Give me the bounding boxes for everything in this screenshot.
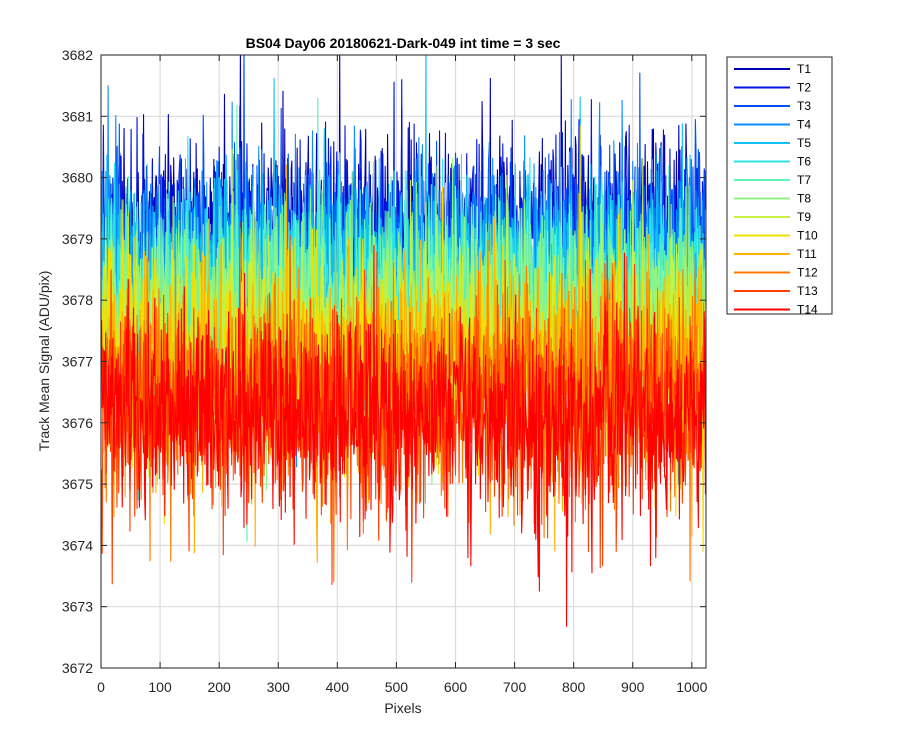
series-line-t4 — [101, 85, 706, 475]
x-tick-label: 800 — [562, 679, 586, 695]
x-tick-labels: 0 100 200 300 400 500 600 700 800 900 1000 — [97, 679, 707, 695]
legend: T1 T2 T3 T4 T5 T6 T7 T8 T9 T10 T11 T12 T13 T14 — [726, 56, 833, 317]
y-tick-label: 3678 — [62, 292, 93, 308]
y-tick-label: 3673 — [62, 599, 93, 615]
legend-label-t2: T2 — [797, 81, 811, 95]
y-tick-label: 3677 — [62, 354, 93, 370]
chart-title: BS04 Day06 20180621-Dark-049 int time = … — [246, 35, 561, 51]
y-tick-label: 3681 — [62, 108, 93, 124]
x-tick-label: 600 — [444, 679, 468, 695]
x-tick-label: 300 — [267, 679, 291, 695]
legend-label-t14: T14 — [797, 303, 818, 317]
legend-label-t9: T9 — [797, 210, 811, 224]
x-tick-label: 1000 — [676, 679, 707, 695]
legend-label-t3: T3 — [797, 99, 811, 113]
y-tick-label: 3682 — [62, 47, 93, 63]
legend-label-t13: T13 — [797, 284, 818, 298]
legend-label-t6: T6 — [797, 155, 811, 169]
x-tick-label: 900 — [621, 679, 645, 695]
legend-box — [726, 56, 833, 315]
y-tick-label: 3679 — [62, 231, 93, 247]
legend-label-t4: T4 — [797, 118, 811, 132]
legend-label-t7: T7 — [797, 173, 811, 187]
y-tick-label: 3674 — [62, 537, 93, 553]
ticks — [100, 54, 706, 669]
x-tick-label: 700 — [503, 679, 527, 695]
x-tick-label: 400 — [326, 679, 350, 695]
y-tick-label: 3672 — [62, 660, 93, 676]
y-tick-label: 3680 — [62, 170, 93, 186]
series-group — [101, 55, 706, 627]
y-tick-labels: 3672 3673 3674 3675 3676 3677 3678 3679 3680 3681… — [62, 47, 93, 676]
y-tick-label: 3676 — [62, 415, 93, 431]
x-tick-label: 200 — [207, 679, 231, 695]
legend-label-t11: T11 — [797, 247, 817, 261]
legend-label-t8: T8 — [797, 192, 811, 206]
series-line-t14 — [101, 245, 706, 627]
y-axis-label: Track Mean Signal (ADU/pix) — [36, 271, 52, 452]
legend-label-t10: T10 — [797, 229, 818, 243]
y-tick-label: 3675 — [62, 476, 93, 492]
x-tick-label: 100 — [148, 679, 172, 695]
legend-label-t1: T1 — [797, 62, 811, 76]
x-axis-label: Pixels — [384, 700, 421, 716]
legend-label-t12: T12 — [797, 266, 818, 280]
x-tick-label: 500 — [385, 679, 409, 695]
legend-label-t5: T5 — [797, 136, 811, 150]
x-tick-label: 0 — [97, 679, 105, 695]
